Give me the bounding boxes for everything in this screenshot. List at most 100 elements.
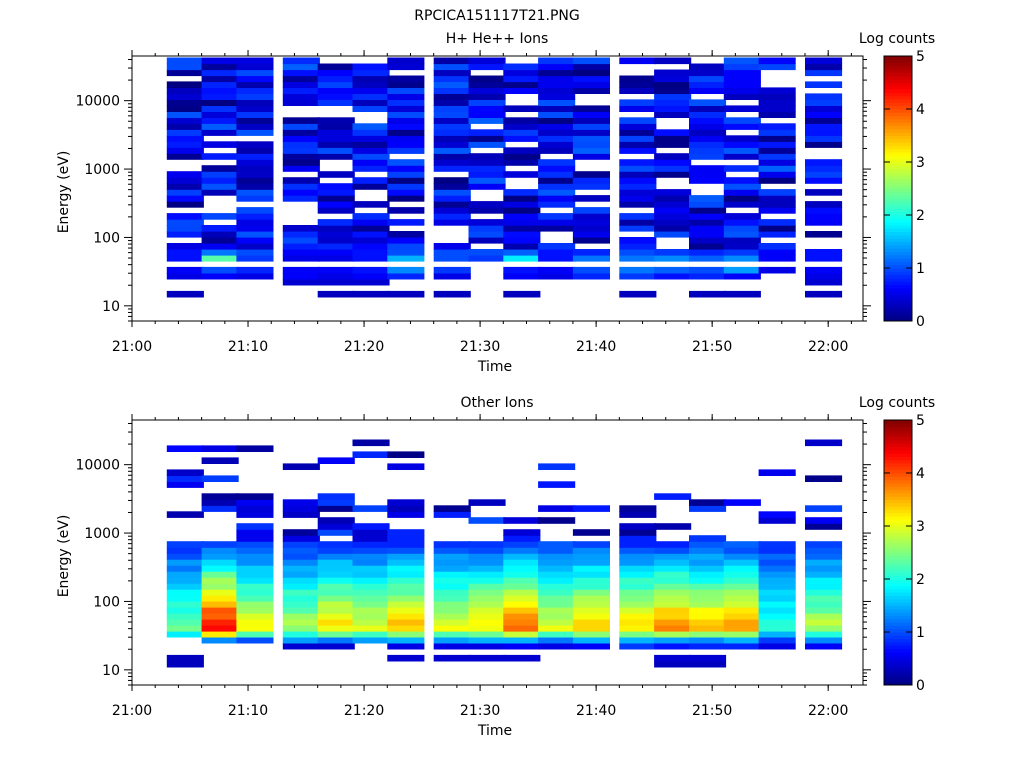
heatmap-cell [503,207,541,214]
heatmap-cell [236,272,274,280]
colorbar-swatch [884,297,912,302]
heatmap-cell [282,589,320,596]
heatmap-cell [654,201,692,208]
heatmap-cell [201,225,239,232]
heatmap-cell [758,595,796,602]
y-axis-label: Energy (eV) [56,151,72,234]
heatmap-cell [387,243,425,250]
heatmap-cell [723,213,761,220]
heatmap-cell [758,189,796,196]
heatmap-cell [723,577,761,584]
x-tick-label: 21:50 [692,703,732,719]
colorbar-tick-label: 4 [916,466,925,482]
heatmap-cell [805,135,843,142]
heatmap-cell [468,642,506,650]
heatmap-cell [572,553,610,560]
heatmap-cell [503,189,541,196]
heatmap-cell [317,642,355,650]
heatmap-cell [282,129,320,136]
heatmap-cell [352,201,390,208]
heatmap-cell [689,87,727,94]
heatmap-cell [387,63,425,71]
heatmap-cell [689,75,727,83]
heatmap-cell [166,589,204,596]
heatmap-cell [433,243,471,250]
colorbar-swatch [884,152,912,156]
colorbar: 0 1 2 3 4 5 [883,49,925,330]
heatmap-cell [758,63,796,71]
heatmap-cell [572,541,610,548]
colorbar-frame [883,419,913,686]
heatmap-cell [317,135,355,142]
heatmap-cell [572,642,610,650]
heatmap-cell [387,93,425,100]
heatmap-cell [468,93,506,100]
colorbar-swatch [884,215,912,219]
heatmap-cell [433,547,471,554]
heatmap-cell [468,153,506,160]
heatmap-cell [619,553,657,560]
heatmap-cell [352,595,390,602]
heatmap-cell [619,630,657,638]
heatmap-cell [282,547,320,554]
heatmap-cell [236,493,274,500]
heatmap-cell [619,243,657,250]
heatmap-cell [538,63,576,71]
heatmap-cell [433,619,471,626]
heatmap-cell [619,237,657,244]
heatmap-cell [387,177,425,184]
heatmap-cell [758,105,796,112]
heatmap-cell [805,613,843,620]
heatmap-cell [433,189,471,196]
heatmap-cell [387,237,425,244]
heatmap-cell [317,630,355,638]
heatmap-cell [723,183,761,190]
heatmap-cell [689,499,727,506]
heatmap-cell [387,583,425,590]
heatmap-cell [654,255,692,262]
colorbar-swatch [884,622,912,626]
heatmap-cell [758,511,796,518]
heatmap-cell [805,189,843,196]
heatmap-cell [236,123,274,130]
heatmap-cell [758,153,796,160]
heatmap-cell [236,237,274,244]
heatmap-cell [352,123,390,130]
colorbar-frame [883,55,913,322]
heatmap-cell [282,147,320,154]
heatmap-cell [654,231,692,238]
heatmap-cell [387,541,425,548]
heatmap-cell [352,439,390,447]
heatmap-cell [166,595,204,602]
heatmap-cell [468,165,506,172]
heatmap-cell [654,69,692,77]
heatmap-cell [166,547,204,554]
heatmap-cell [236,219,274,226]
heatmap-cell [654,583,692,590]
heatmap-cell [317,553,355,560]
heatmap-cell [201,589,239,596]
heatmap-cell [723,165,761,172]
heatmap-cell [433,117,471,124]
colorbar-swatch [884,545,912,550]
heatmap-cell [689,505,727,512]
heatmap-cell [317,541,355,548]
colorbar-swatch [884,118,912,123]
colorbar-swatch [884,439,912,444]
heatmap-cell [201,153,239,160]
heatmap-cell [317,601,355,608]
heatmap-cell [387,135,425,142]
heatmap-cell [654,660,692,668]
heatmap-cell [805,547,843,554]
heatmap-cell [433,601,471,608]
heatmap-cell [352,559,390,566]
heatmap-cell [236,583,274,590]
heatmap-cell [619,577,657,584]
heatmap-cell [166,607,204,614]
colorbar-swatch [884,535,912,540]
colorbar-swatch [884,135,912,140]
colorbar-swatch [884,522,912,527]
colorbar-swatch [884,509,912,514]
heatmap-cell [352,237,390,244]
heatmap-cell [805,517,843,524]
